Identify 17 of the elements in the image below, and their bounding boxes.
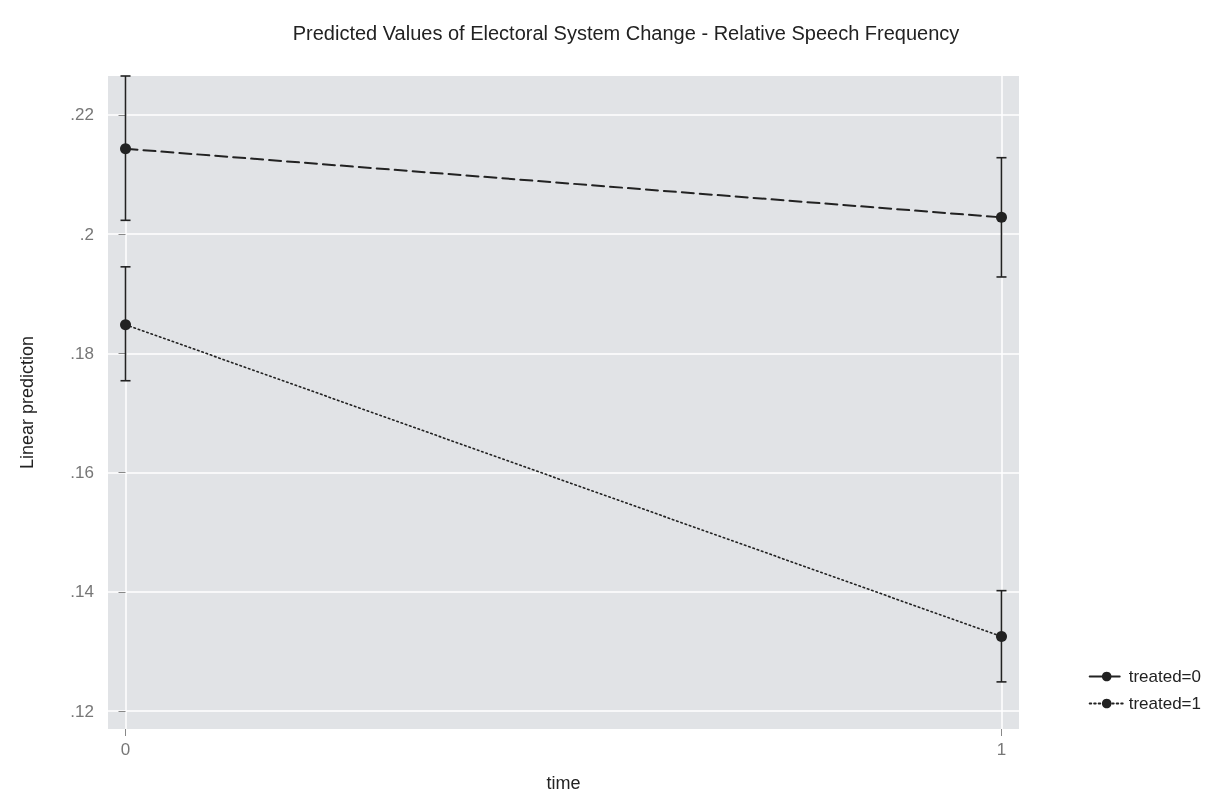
x-tick-label: 0 bbox=[120, 740, 131, 759]
x-tick-label: 1 bbox=[996, 740, 1007, 759]
legend-label: treated=0 bbox=[1128, 667, 1201, 686]
point bbox=[120, 143, 132, 155]
point bbox=[120, 319, 132, 331]
y-tick-label: .2 bbox=[79, 224, 94, 244]
y-tick-label: .18 bbox=[70, 343, 94, 363]
y-axis-title: Linear prediction bbox=[17, 335, 37, 470]
legend-label: treated=1 bbox=[1128, 694, 1201, 713]
y-tick-label: .16 bbox=[70, 463, 94, 483]
y-tick-label: .22 bbox=[70, 105, 94, 125]
x-axis-title: time bbox=[546, 773, 581, 793]
point bbox=[995, 631, 1007, 643]
chart-title: Predicted Values of Electoral System Change - Relative Speech Frequency bbox=[292, 22, 960, 44]
point bbox=[995, 211, 1007, 223]
y-tick-label: .12 bbox=[70, 701, 94, 721]
y-tick-label: .14 bbox=[70, 582, 94, 602]
